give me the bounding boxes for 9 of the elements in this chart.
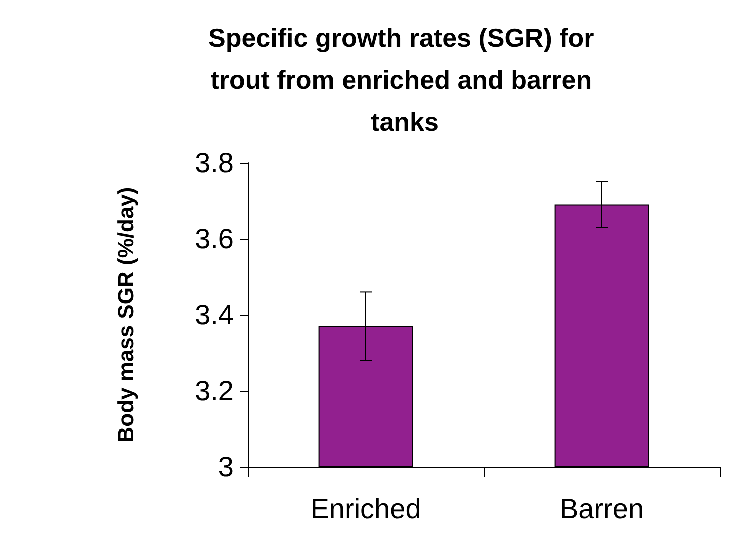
- y-tick-label: 3: [218, 452, 234, 482]
- y-tick-label: 3.8: [195, 148, 234, 178]
- y-tick-label: 3.6: [195, 224, 234, 254]
- y-tick-label: 3.4: [195, 300, 234, 330]
- y-axis-title: Body mass SGR (%/day): [114, 187, 138, 443]
- chart-title: Specific growth rates (SGR) for trout from enriched and barren tanks: [208, 23, 602, 137]
- x-tick-label: Barren: [560, 494, 644, 524]
- y-tick-label: 3.2: [195, 376, 234, 406]
- x-tick-label: Enriched: [310, 494, 422, 524]
